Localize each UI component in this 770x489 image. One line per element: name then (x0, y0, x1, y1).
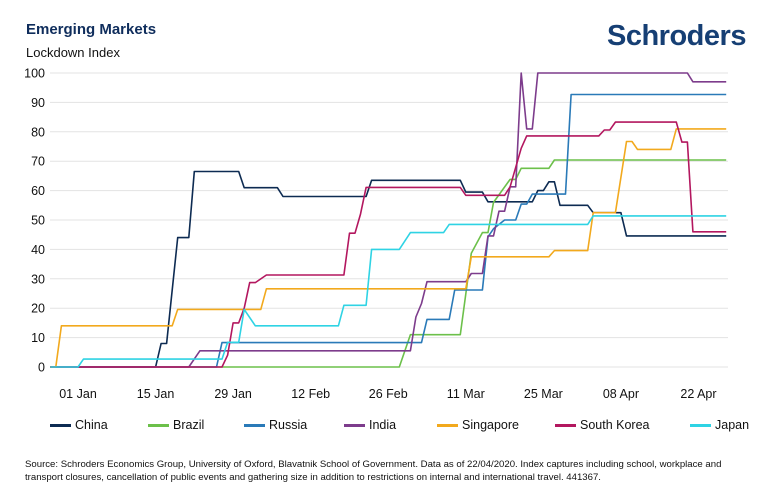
x-tick-label: 08 Apr (603, 387, 639, 401)
y-tick-label: 50 (31, 214, 45, 228)
series-line-russia (50, 93, 727, 368)
series-line-singapore (50, 128, 727, 368)
x-tick-label: 25 Mar (524, 387, 563, 401)
legend-label: Russia (269, 418, 308, 432)
x-tick-label: 01 Jan (59, 387, 97, 401)
x-tick-label: 12 Feb (291, 387, 330, 401)
series-line-china (50, 170, 727, 368)
chart-title: Emerging Markets (26, 21, 157, 38)
chart-legend: China Brazil Russia India Singapore South Kor… (0, 418, 770, 434)
y-tick-label: 60 (31, 184, 45, 198)
legend-swatch (344, 423, 365, 427)
legend-swatch (50, 423, 71, 427)
y-tick-label: 70 (31, 155, 45, 169)
legend-label: China (75, 418, 108, 432)
legend-label: South Korea (580, 418, 650, 432)
source-note: Source: Schroders Economics Group, Unive… (25, 459, 722, 483)
series-line-japan (50, 215, 727, 368)
legend-swatch (437, 423, 458, 427)
y-tick-label: 10 (31, 331, 45, 345)
y-tick-label: 90 (31, 96, 45, 110)
legend-swatch (555, 423, 576, 427)
x-tick-label: 26 Feb (369, 387, 408, 401)
legend-item-india: India (344, 418, 396, 432)
x-tick-label: 22 Apr (680, 387, 716, 401)
legend-label: Japan (715, 418, 750, 432)
x-tick-label: 29 Jan (214, 387, 252, 401)
x-tick-label: 11 Mar (447, 387, 485, 401)
legend-swatch (690, 423, 711, 427)
legend-item-brazil: Brazil (148, 418, 204, 432)
series-line-brazil (50, 159, 727, 368)
y-tick-label: 20 (31, 302, 45, 316)
legend-item-russia: Russia (244, 418, 307, 432)
x-tick-label: 15 Jan (137, 387, 175, 401)
y-tick-label: 80 (31, 125, 45, 139)
legend-label: Brazil (173, 418, 205, 432)
legend-item-japan: Japan (690, 418, 749, 432)
legend-label: Singapore (462, 418, 519, 432)
legend-item-singapore: Singapore (437, 418, 519, 432)
series-line-india (50, 72, 727, 368)
legend-item-south-korea: South Korea (555, 418, 650, 432)
series-line-south-korea (50, 121, 727, 368)
schroders-logo: Schroders (607, 20, 746, 52)
y-axis-label: Lockdown Index (26, 45, 120, 60)
legend-label: India (369, 418, 397, 432)
y-tick-label: 40 (31, 243, 45, 257)
legend-swatch (148, 423, 169, 427)
y-tick-label: 30 (31, 272, 45, 286)
legend-swatch (244, 423, 265, 427)
y-tick-label: 0 (38, 361, 45, 375)
legend-item-china: China (50, 418, 108, 432)
y-tick-label: 100 (24, 67, 45, 81)
